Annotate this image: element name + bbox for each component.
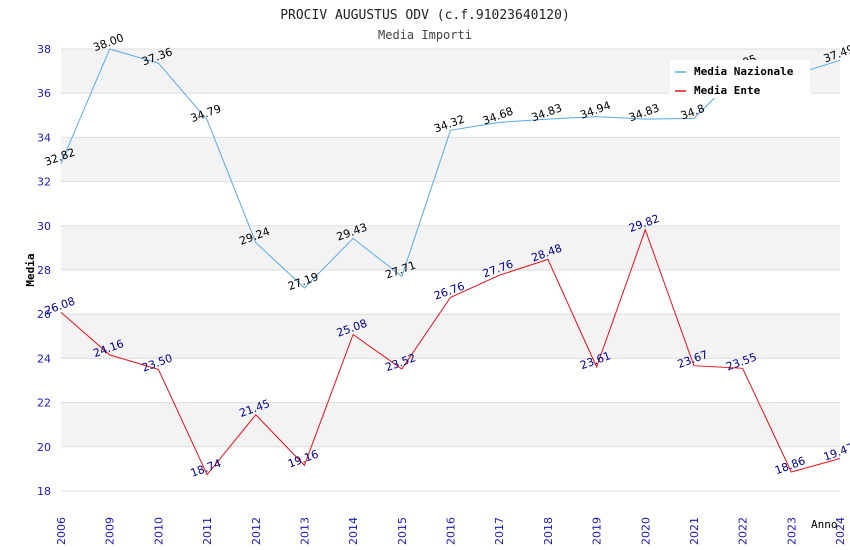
series-line-nazionale xyxy=(60,48,841,289)
y-tick-label: 34 xyxy=(37,131,51,144)
x-tick-label: 2021 xyxy=(688,517,701,545)
legend-label-nazionale: Media Nazionale xyxy=(694,65,794,78)
plot-band xyxy=(61,181,840,226)
plot-band xyxy=(61,402,840,447)
x-tick-label: 2010 xyxy=(152,517,165,545)
x-tick-label: 2018 xyxy=(542,517,555,545)
plot-band xyxy=(61,314,840,359)
x-tick-label: 2019 xyxy=(591,517,604,545)
y-tick-label: 26 xyxy=(37,308,51,321)
y-tick-label: 22 xyxy=(37,397,51,410)
plot-band xyxy=(61,446,840,491)
y-axis-label: Media xyxy=(24,253,37,286)
gridlines xyxy=(61,48,840,492)
x-tick-label: 2013 xyxy=(298,517,311,545)
legend: Media Nazionale Media Ente xyxy=(670,60,810,98)
legend-box xyxy=(670,60,810,98)
y-tick-label: 38 xyxy=(37,43,51,56)
x-tick-label: 2014 xyxy=(347,517,360,545)
x-tick-label: 2024 xyxy=(834,517,847,545)
plot-band xyxy=(61,358,840,403)
legend-label-ente: Media Ente xyxy=(694,84,761,97)
y-tick-label: 20 xyxy=(37,441,51,454)
y-tick-label: 36 xyxy=(37,87,51,100)
series-lines xyxy=(60,48,841,476)
x-tick-label: 2023 xyxy=(785,517,798,545)
y-tick-label: 24 xyxy=(37,352,51,365)
y-tick-label: 30 xyxy=(37,220,51,233)
x-tick-label: 2015 xyxy=(396,517,409,545)
x-axis-ticks: 2006 2009 2010 2011 2012 2013 2014 2015 2016 2017… xyxy=(55,517,847,545)
y-tick-label: 28 xyxy=(37,264,51,277)
x-tick-label: 2006 xyxy=(55,517,68,545)
chart-title: PROCIV AUGUSTUS ODV (c.f.91023640120) xyxy=(280,8,570,23)
plot-bands xyxy=(61,49,840,491)
x-tick-label: 2016 xyxy=(445,517,458,545)
x-tick-label: 2011 xyxy=(201,517,214,545)
x-tick-label: 2022 xyxy=(737,517,750,545)
series-line-ente xyxy=(60,228,841,476)
x-tick-label: 2017 xyxy=(493,517,506,545)
x-tick-label: 2020 xyxy=(639,517,652,545)
plot-band xyxy=(61,225,840,270)
x-axis-label: Anno xyxy=(811,518,838,531)
y-tick-label: 18 xyxy=(37,485,51,498)
y-tick-label: 32 xyxy=(37,176,51,189)
y-axis-ticks: 18 20 22 24 26 28 30 32 34 36 38 xyxy=(37,43,51,498)
x-tick-label: 2009 xyxy=(104,517,117,545)
plot-band xyxy=(61,137,840,182)
x-tick-label: 2012 xyxy=(250,517,263,545)
chart-subtitle: Media Importi xyxy=(378,28,472,42)
plot-band xyxy=(61,270,840,315)
